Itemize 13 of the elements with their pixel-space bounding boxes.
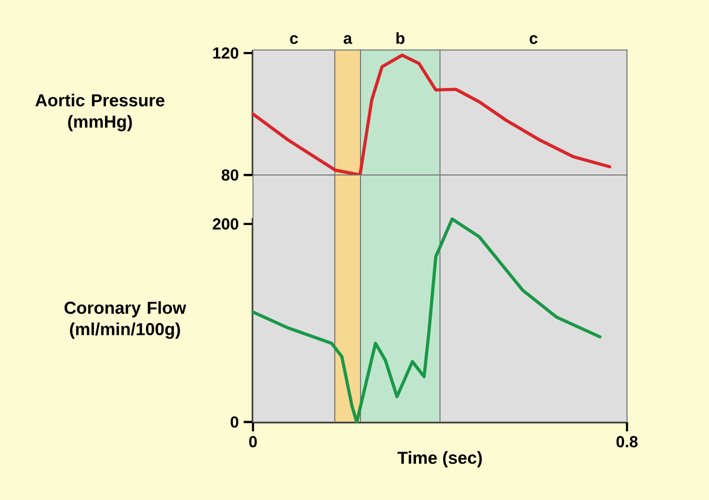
x-tick-label: 0.8 xyxy=(616,436,638,448)
band-label: b xyxy=(396,32,404,44)
band-label: c xyxy=(290,35,298,44)
y-tick-label: 120 xyxy=(213,47,238,59)
y-axis-title: Coronary Flow (ml/min/100g) xyxy=(64,301,186,339)
y-tick-label: 200 xyxy=(212,218,238,230)
y-tick-label: 0 xyxy=(230,416,238,428)
x-axis-title: Time (sec) xyxy=(397,451,482,468)
y-axis-title: Aortic Pressure (mmHg) xyxy=(35,94,164,132)
line-series xyxy=(251,54,612,177)
band-label: a xyxy=(344,35,352,44)
band-label: c xyxy=(530,35,538,44)
y-tick-label: 80 xyxy=(222,169,238,181)
